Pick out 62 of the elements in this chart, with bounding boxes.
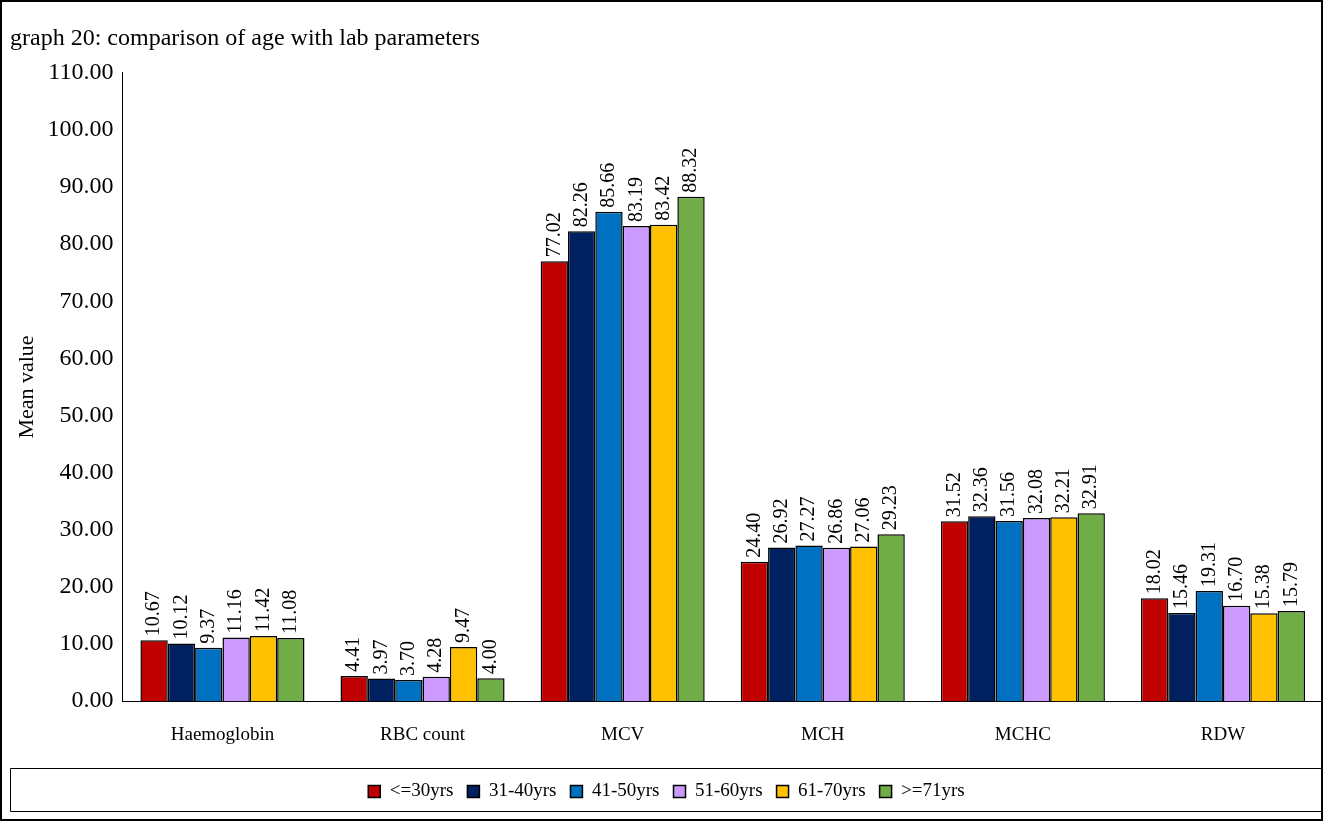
x-tick-label: RBC count [380,722,466,744]
y-tick-label: 90.00 [59,172,114,199]
data-label: 11.08 [278,589,301,634]
data-label: 88.32 [678,147,701,193]
y-tick-label: 80.00 [59,229,114,256]
data-label: 16.70 [1223,556,1246,602]
data-label: 82.26 [568,182,591,228]
data-label: 10.67 [141,591,164,637]
x-tick-label: MCV [601,722,645,744]
data-label: 27.06 [851,497,874,543]
data-label: 85.66 [596,162,619,208]
data-label: 19.31 [1196,541,1219,587]
y-tick-label: 110.00 [48,58,114,85]
y-tick-label: 70.00 [59,286,114,313]
legend-label: 41-50yrs [591,779,660,801]
data-label: 11.16 [223,589,246,634]
data-label: 83.19 [623,176,646,222]
data-label: 9.47 [450,608,473,644]
data-label: 32.91 [1078,464,1101,510]
data-label: 4.00 [478,639,501,675]
legend-label: 51-60yrs [695,779,763,801]
y-tick-label: 10.00 [59,629,114,656]
data-label: 4.28 [423,637,446,673]
data-label: 29.23 [878,485,901,531]
y-tick-label: 40.00 [59,457,114,484]
legend-label: >=71yrs [901,779,965,801]
data-label: 26.86 [823,498,846,544]
data-label: 4.41 [341,637,364,673]
data-label: 77.02 [541,212,564,258]
x-tick-label: Haemoglobin [170,722,275,744]
data-label: 83.42 [650,175,673,221]
data-label: 18.02 [1141,549,1164,595]
data-label: 32.36 [969,467,992,513]
data-label: 26.92 [768,498,791,544]
data-label: 32.08 [1023,468,1046,514]
y-tick-label: 100.00 [47,115,114,142]
y-axis-title: Mean value [12,335,38,439]
x-tick-label: RDW [1200,722,1246,744]
data-label: 27.27 [796,496,819,542]
y-tick-label: 0.00 [71,686,114,713]
y-tick-label: 30.00 [59,515,114,542]
data-label: 10.12 [168,594,191,640]
y-tick-label: 60.00 [59,343,114,370]
data-label: 24.40 [741,512,764,558]
data-label: 15.38 [1251,564,1274,610]
y-tick-label: 20.00 [59,572,114,599]
data-label: 32.21 [1051,468,1074,514]
x-tick-label: MCH [801,722,845,744]
y-tick-label: 50.00 [59,400,114,427]
data-label: 31.52 [941,472,964,518]
x-tick-label: MCHC [994,722,1051,744]
chart-title: graph 20: comparison of age with lab parameters [10,23,480,50]
data-label: 15.79 [1278,562,1301,607]
legend-label: 31-40yrs [488,779,557,801]
legend-label: <=30yrs [389,779,454,801]
data-label: 3.70 [396,641,419,677]
data-label: 15.46 [1169,563,1192,609]
legend-label: 61-70yrs [798,779,866,801]
data-label: 9.37 [196,608,219,644]
data-label: 3.97 [368,639,391,675]
data-label: 11.42 [250,587,273,632]
data-label: 31.56 [996,471,1019,517]
